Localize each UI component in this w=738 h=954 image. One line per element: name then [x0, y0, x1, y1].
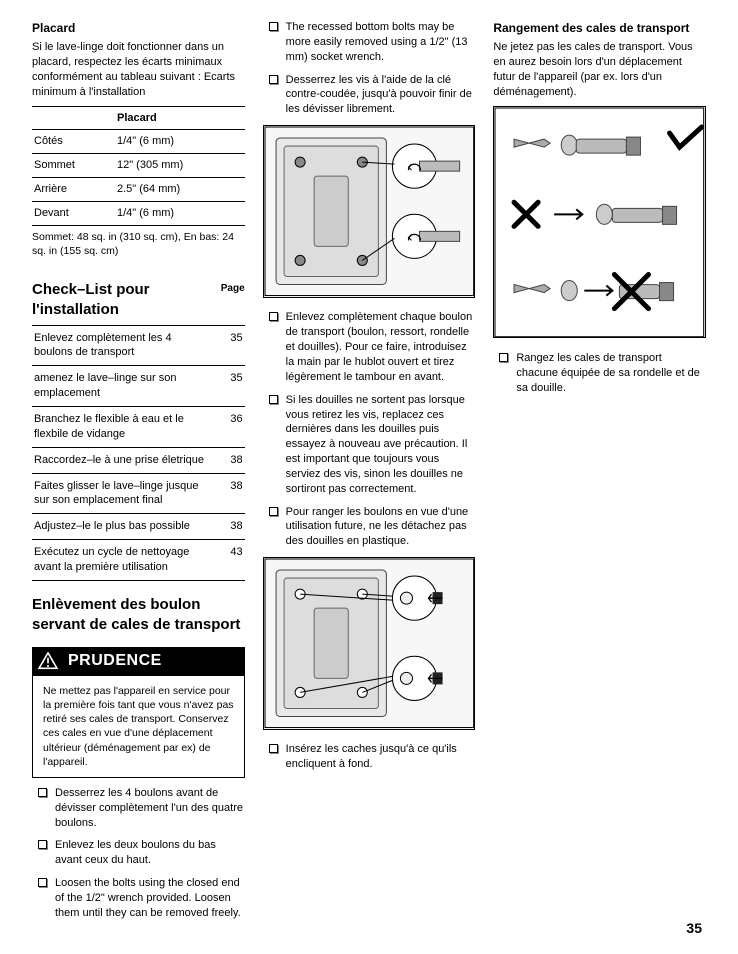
placard-intro: Si le lave-linge doit fonctionner dans u…: [32, 40, 245, 99]
washer-back-diagram-loosen: [263, 125, 476, 298]
list-item: Enlevez complètement chaque boulon de tr…: [263, 310, 476, 384]
checklist-page: 38: [215, 514, 245, 540]
checklist-step: Raccordez–le à une prise életrique: [32, 447, 215, 473]
checklist-page: 35: [215, 326, 245, 366]
checklist-title: Check–List pour l'installation: [32, 280, 221, 321]
col3-list: Rangez les cales de transport chacune éq…: [493, 351, 706, 396]
list-item: Enlevez les deux boulons du bas avant ce…: [32, 838, 245, 868]
checklist-step: Adjustez–le le plus bas possible: [32, 514, 215, 540]
clearance-row-label: Côtés: [32, 130, 115, 154]
list-text: Enlevez les deux boulons du bas avant ce…: [55, 838, 245, 868]
storage-heading: Rangement des cales de transport: [493, 20, 706, 36]
checklist-heading: Check–List pour l'installation Page: [32, 280, 245, 326]
list-item: Desserrez les 4 boulons avant de dévisse…: [32, 786, 245, 831]
col2-bottom-list: Insérez les caches jusqu'à ce qu'ils enc…: [263, 742, 476, 772]
checklist-table: Enlevez complètement les 4 boulons de tr…: [32, 326, 245, 581]
checklist-step: Exécutez un cycle de nettoyage avant la …: [32, 540, 215, 581]
checklist-page: 36: [215, 407, 245, 448]
list-text: Desserrez les 4 boulons avant de dévisse…: [55, 786, 245, 831]
checkbox-icon: [38, 788, 47, 797]
clearance-th-blank: [32, 106, 115, 130]
checkbox-icon: [269, 22, 278, 31]
list-item: Loosen the bolts using the closed end of…: [32, 876, 245, 921]
washer-back-diagram-plug: [263, 557, 476, 730]
warning-triangle-icon: [38, 652, 58, 670]
page-number: 35: [686, 919, 702, 938]
list-text: The recessed bottom bolts may be more ea…: [286, 20, 476, 65]
placard-heading: Placard: [32, 20, 245, 36]
clearance-th-placard: Placard: [115, 106, 245, 130]
clearance-note: Sommet: 48 sq. in (310 sq. cm), En bas: …: [32, 230, 245, 258]
list-item: Desserrez les vis à l'aide de la clé con…: [263, 73, 476, 118]
checkbox-icon: [269, 312, 278, 321]
checkbox-icon: [269, 75, 278, 84]
checklist-page-label: Page: [221, 280, 245, 296]
checkbox-icon: [499, 353, 508, 362]
list-text: Pour ranger les boulons en vue d'une uti…: [286, 505, 476, 550]
column-2: The recessed bottom bolts may be more ea…: [263, 20, 476, 929]
checklist-page: 38: [215, 447, 245, 473]
clearance-row-val: 12" (305 mm): [115, 154, 245, 178]
prudence-warning-header: PRUDENCE: [32, 647, 245, 675]
prudence-body: Ne mettez pas l'appareil en service pour…: [32, 675, 245, 778]
clearance-row-val: 1/4" (6 mm): [115, 201, 245, 225]
checklist-page: 43: [215, 540, 245, 581]
storage-intro: Ne jetez pas les cales de transport. Vou…: [493, 40, 706, 99]
list-item: The recessed bottom bolts may be more ea…: [263, 20, 476, 65]
checkbox-icon: [38, 878, 47, 887]
bolt-removal-heading: Enlèvement des boulon servant de cales d…: [32, 595, 245, 640]
checkbox-icon: [269, 507, 278, 516]
clearance-row-label: Devant: [32, 201, 115, 225]
bolt-steps-list: Desserrez les 4 boulons avant de dévisse…: [32, 786, 245, 921]
col2-mid-list: Enlevez complètement chaque boulon de tr…: [263, 310, 476, 549]
prudence-title: PRUDENCE: [68, 650, 162, 672]
list-text: Loosen the bolts using the closed end of…: [55, 876, 245, 921]
checklist-step: amenez le lave–linge sur son emplacement: [32, 366, 215, 407]
checkbox-icon: [269, 744, 278, 753]
list-text: Rangez les cales de transport chacune éq…: [516, 351, 706, 396]
clearance-row-label: Arrière: [32, 178, 115, 202]
bolt-storage-diagram: [493, 106, 706, 339]
list-text: Si les douilles ne sortent pas lorsque v…: [286, 393, 476, 497]
column-3: Rangement des cales de transport Ne jete…: [493, 20, 706, 929]
checklist-step: Faites glisser le lave–linge jusque sur …: [32, 473, 215, 514]
clearance-row-val: 1/4" (6 mm): [115, 130, 245, 154]
list-item: Insérez les caches jusqu'à ce qu'ils enc…: [263, 742, 476, 772]
checklist-page: 38: [215, 473, 245, 514]
col2-top-list: The recessed bottom bolts may be more ea…: [263, 20, 476, 117]
page-columns: Placard Si le lave-linge doit fonctionne…: [32, 20, 706, 929]
clearance-table: Placard Côtés1/4" (6 mm) Sommet12" (305 …: [32, 106, 245, 226]
checkbox-icon: [269, 395, 278, 404]
list-text: Enlevez complètement chaque boulon de tr…: [286, 310, 476, 384]
list-text: Insérez les caches jusqu'à ce qu'ils enc…: [286, 742, 476, 772]
list-item: Pour ranger les boulons en vue d'une uti…: [263, 505, 476, 550]
list-item: Rangez les cales de transport chacune éq…: [493, 351, 706, 396]
list-item: Si les douilles ne sortent pas lorsque v…: [263, 393, 476, 497]
checklist-step: Branchez le flexible à eau et le flexbil…: [32, 407, 215, 448]
checklist-step: Enlevez complètement les 4 boulons de tr…: [32, 326, 215, 366]
column-1: Placard Si le lave-linge doit fonctionne…: [32, 20, 245, 929]
clearance-row-val: 2.5" (64 mm): [115, 178, 245, 202]
checklist-page: 35: [215, 366, 245, 407]
clearance-row-label: Sommet: [32, 154, 115, 178]
checkbox-icon: [38, 840, 47, 849]
list-text: Desserrez les vis à l'aide de la clé con…: [286, 73, 476, 118]
